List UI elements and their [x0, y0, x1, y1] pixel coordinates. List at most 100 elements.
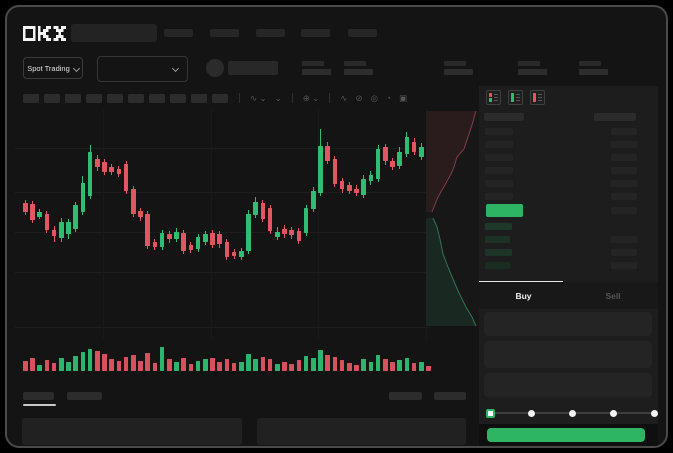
last-price-highlight[interactable]	[486, 204, 523, 217]
tab-sell[interactable]: Sell	[605, 290, 621, 301]
draw-icon[interactable]: ⊘	[355, 93, 363, 103]
bid-row-price[interactable]	[485, 262, 510, 269]
ask-row-price[interactable]	[485, 180, 513, 187]
timeframe-button-placeholder[interactable]	[65, 93, 81, 103]
volume-bar	[411, 363, 417, 371]
timer-icon[interactable]: ◔	[386, 93, 392, 103]
slider-stop-dot[interactable]	[568, 409, 576, 417]
timeframe-button-placeholder[interactable]	[212, 93, 228, 103]
bid-row-price[interactable]	[485, 223, 512, 230]
candle	[368, 175, 374, 181]
volume-bar	[80, 352, 86, 371]
nav-item-placeholder[interactable]	[256, 29, 285, 37]
bottom-action-placeholder[interactable]	[389, 392, 422, 400]
indicator-icon[interactable]: ∿	[340, 93, 348, 103]
volume-bar	[303, 356, 309, 371]
ask-row-price[interactable]	[485, 167, 513, 174]
ask-row-price[interactable]	[485, 193, 513, 200]
line-style-dropdown-icon[interactable]: ∿ ⌄	[250, 93, 267, 103]
camera-icon[interactable]: ◎	[370, 93, 379, 103]
slider-stop-dot[interactable]	[527, 409, 535, 417]
volume-bar	[275, 364, 280, 371]
volume-bar	[37, 365, 42, 371]
bid-row-price[interactable]	[485, 249, 512, 256]
chart-gridline	[15, 148, 429, 149]
market-stat-placeholder	[302, 61, 342, 81]
volume-bar	[375, 355, 381, 371]
volume-bar	[231, 363, 237, 371]
timeframe-button-placeholder[interactable]	[170, 93, 186, 103]
bottom-action-placeholder[interactable]	[434, 392, 466, 400]
fullscreen-icon[interactable]: ▣	[399, 93, 408, 103]
nav-item-placeholder[interactable]	[348, 29, 377, 37]
market-type-dropdown[interactable]: Spot Trading	[23, 57, 83, 79]
candle	[347, 185, 352, 191]
book-asks-view-icon[interactable]	[530, 90, 545, 105]
timeframe-button-placeholder[interactable]	[23, 93, 39, 103]
price-row-amount	[611, 207, 637, 214]
volume-bar	[59, 358, 64, 371]
timeframe-button-placeholder[interactable]	[44, 93, 60, 103]
ask-row-price[interactable]	[485, 128, 513, 135]
timeframe-button-placeholder[interactable]	[191, 93, 207, 103]
volume-bar	[347, 363, 352, 371]
timeframe-button-placeholder[interactable]	[107, 93, 123, 103]
order-input-field[interactable]	[484, 373, 652, 397]
bid-row-price[interactable]	[485, 236, 510, 243]
tab-buy[interactable]: Buy	[515, 290, 532, 301]
volume-bar	[325, 355, 330, 371]
stat-label-placeholder	[344, 61, 366, 66]
volume-bar	[145, 353, 150, 371]
ask-row-price[interactable]	[485, 154, 513, 161]
icon-mark	[516, 100, 520, 101]
volume-bar	[339, 360, 345, 371]
order-input-field[interactable]	[484, 312, 652, 336]
search-input[interactable]	[71, 24, 157, 42]
slider-stop-dot[interactable]	[609, 409, 617, 417]
candle	[80, 183, 86, 212]
nav-item-placeholder[interactable]	[210, 29, 239, 37]
candle	[231, 252, 237, 256]
volume-bar	[95, 351, 100, 371]
bottom-tab-active[interactable]	[23, 392, 54, 400]
bottom-tab[interactable]	[67, 392, 102, 400]
interval-dropdown-icon[interactable]: ⌄	[274, 93, 282, 103]
volume-bar	[66, 362, 71, 371]
book-split-view-icon[interactable]	[486, 90, 501, 105]
timeframe-button-placeholder[interactable]	[86, 93, 102, 103]
buy-submit-button[interactable]	[487, 428, 645, 442]
nav-item-placeholder[interactable]	[301, 29, 330, 37]
volume-bar	[73, 356, 78, 371]
icon-mark	[494, 94, 498, 95]
pair-select-dropdown[interactable]	[97, 56, 188, 82]
volume-bar	[210, 358, 215, 371]
volume-bar	[332, 357, 338, 371]
chart-gridline-vertical	[103, 109, 104, 339]
order-input-field[interactable]	[484, 341, 652, 368]
volume-bar	[383, 359, 388, 371]
candle	[354, 189, 359, 193]
book-bids-view-icon[interactable]	[508, 90, 523, 105]
candlestick-chart[interactable]	[15, 109, 429, 339]
stat-value-placeholder	[444, 69, 473, 75]
timeframe-button-placeholder[interactable]	[149, 93, 165, 103]
bottom-content-placeholder	[257, 418, 466, 445]
volume-bar	[260, 357, 266, 371]
candle	[44, 214, 50, 230]
candle	[145, 214, 150, 246]
candle	[66, 222, 71, 234]
candle	[210, 233, 215, 245]
ask-row-price[interactable]	[485, 141, 513, 148]
slider-handle[interactable]	[485, 408, 495, 418]
candle	[275, 232, 280, 237]
ask-row-amount	[611, 128, 637, 135]
nav-item-placeholder[interactable]	[164, 29, 193, 37]
compare-dropdown-icon[interactable]: ⊕ ⌄	[302, 93, 320, 103]
candle	[95, 159, 100, 167]
slider-stop-dot[interactable]	[650, 409, 658, 417]
chart-gridline	[15, 327, 429, 328]
icon-mark	[538, 100, 542, 101]
timeframe-button-placeholder[interactable]	[128, 93, 144, 103]
market-stat-placeholder	[444, 61, 484, 81]
candle	[253, 202, 258, 215]
